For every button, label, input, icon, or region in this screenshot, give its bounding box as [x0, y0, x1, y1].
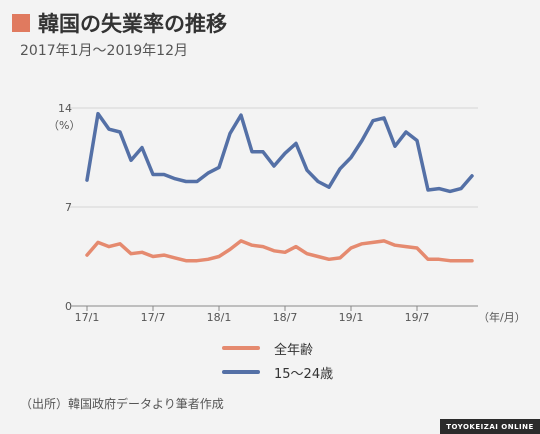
x-axis-label: （年/月） [478, 310, 526, 324]
x-tick-label-0: 17/1 [75, 311, 100, 324]
series-layer [85, 111, 474, 263]
y-tick-label-2: 0 [65, 300, 72, 313]
y-axis-label: （%） [48, 119, 80, 132]
y-axis-ticks: 14 7 0 [58, 102, 72, 313]
gridlines [70, 107, 478, 208]
title-marker [12, 14, 30, 32]
series-line-1 [85, 111, 474, 194]
x-axis-ticks: 17/1 17/7 18/1 18/7 19/1 19/7 [75, 306, 430, 324]
y-tick-label-0: 14 [58, 102, 72, 115]
legend-swatch-all-ages [222, 346, 260, 350]
legend-item-all-ages: 全年齢 [222, 339, 314, 358]
legend-swatch-15-24 [222, 370, 260, 374]
brand-badge: TOYOKEIZAI ONLINE [440, 419, 540, 434]
legend-label-15-24: 15～24歳 [274, 366, 334, 382]
source-note: （出所）韓国政府データより筆者作成 [20, 397, 224, 411]
x-tick-label-5: 19/7 [405, 311, 430, 324]
chart-subtitle: 2017年1月～2019年12月 [20, 43, 188, 59]
series-line-0 [85, 239, 474, 263]
x-tick-label-2: 18/1 [207, 311, 232, 324]
legend-item-15-24: 15～24歳 [222, 363, 334, 382]
legend-label-all-ages: 全年齢 [274, 342, 314, 358]
y-tick-label-1: 7 [65, 201, 72, 214]
x-tick-label-4: 19/1 [339, 311, 364, 324]
chart-title: 韓国の失業率の推移 [38, 12, 227, 36]
x-tick-label-3: 18/7 [273, 311, 298, 324]
x-tick-label-1: 17/7 [141, 311, 166, 324]
